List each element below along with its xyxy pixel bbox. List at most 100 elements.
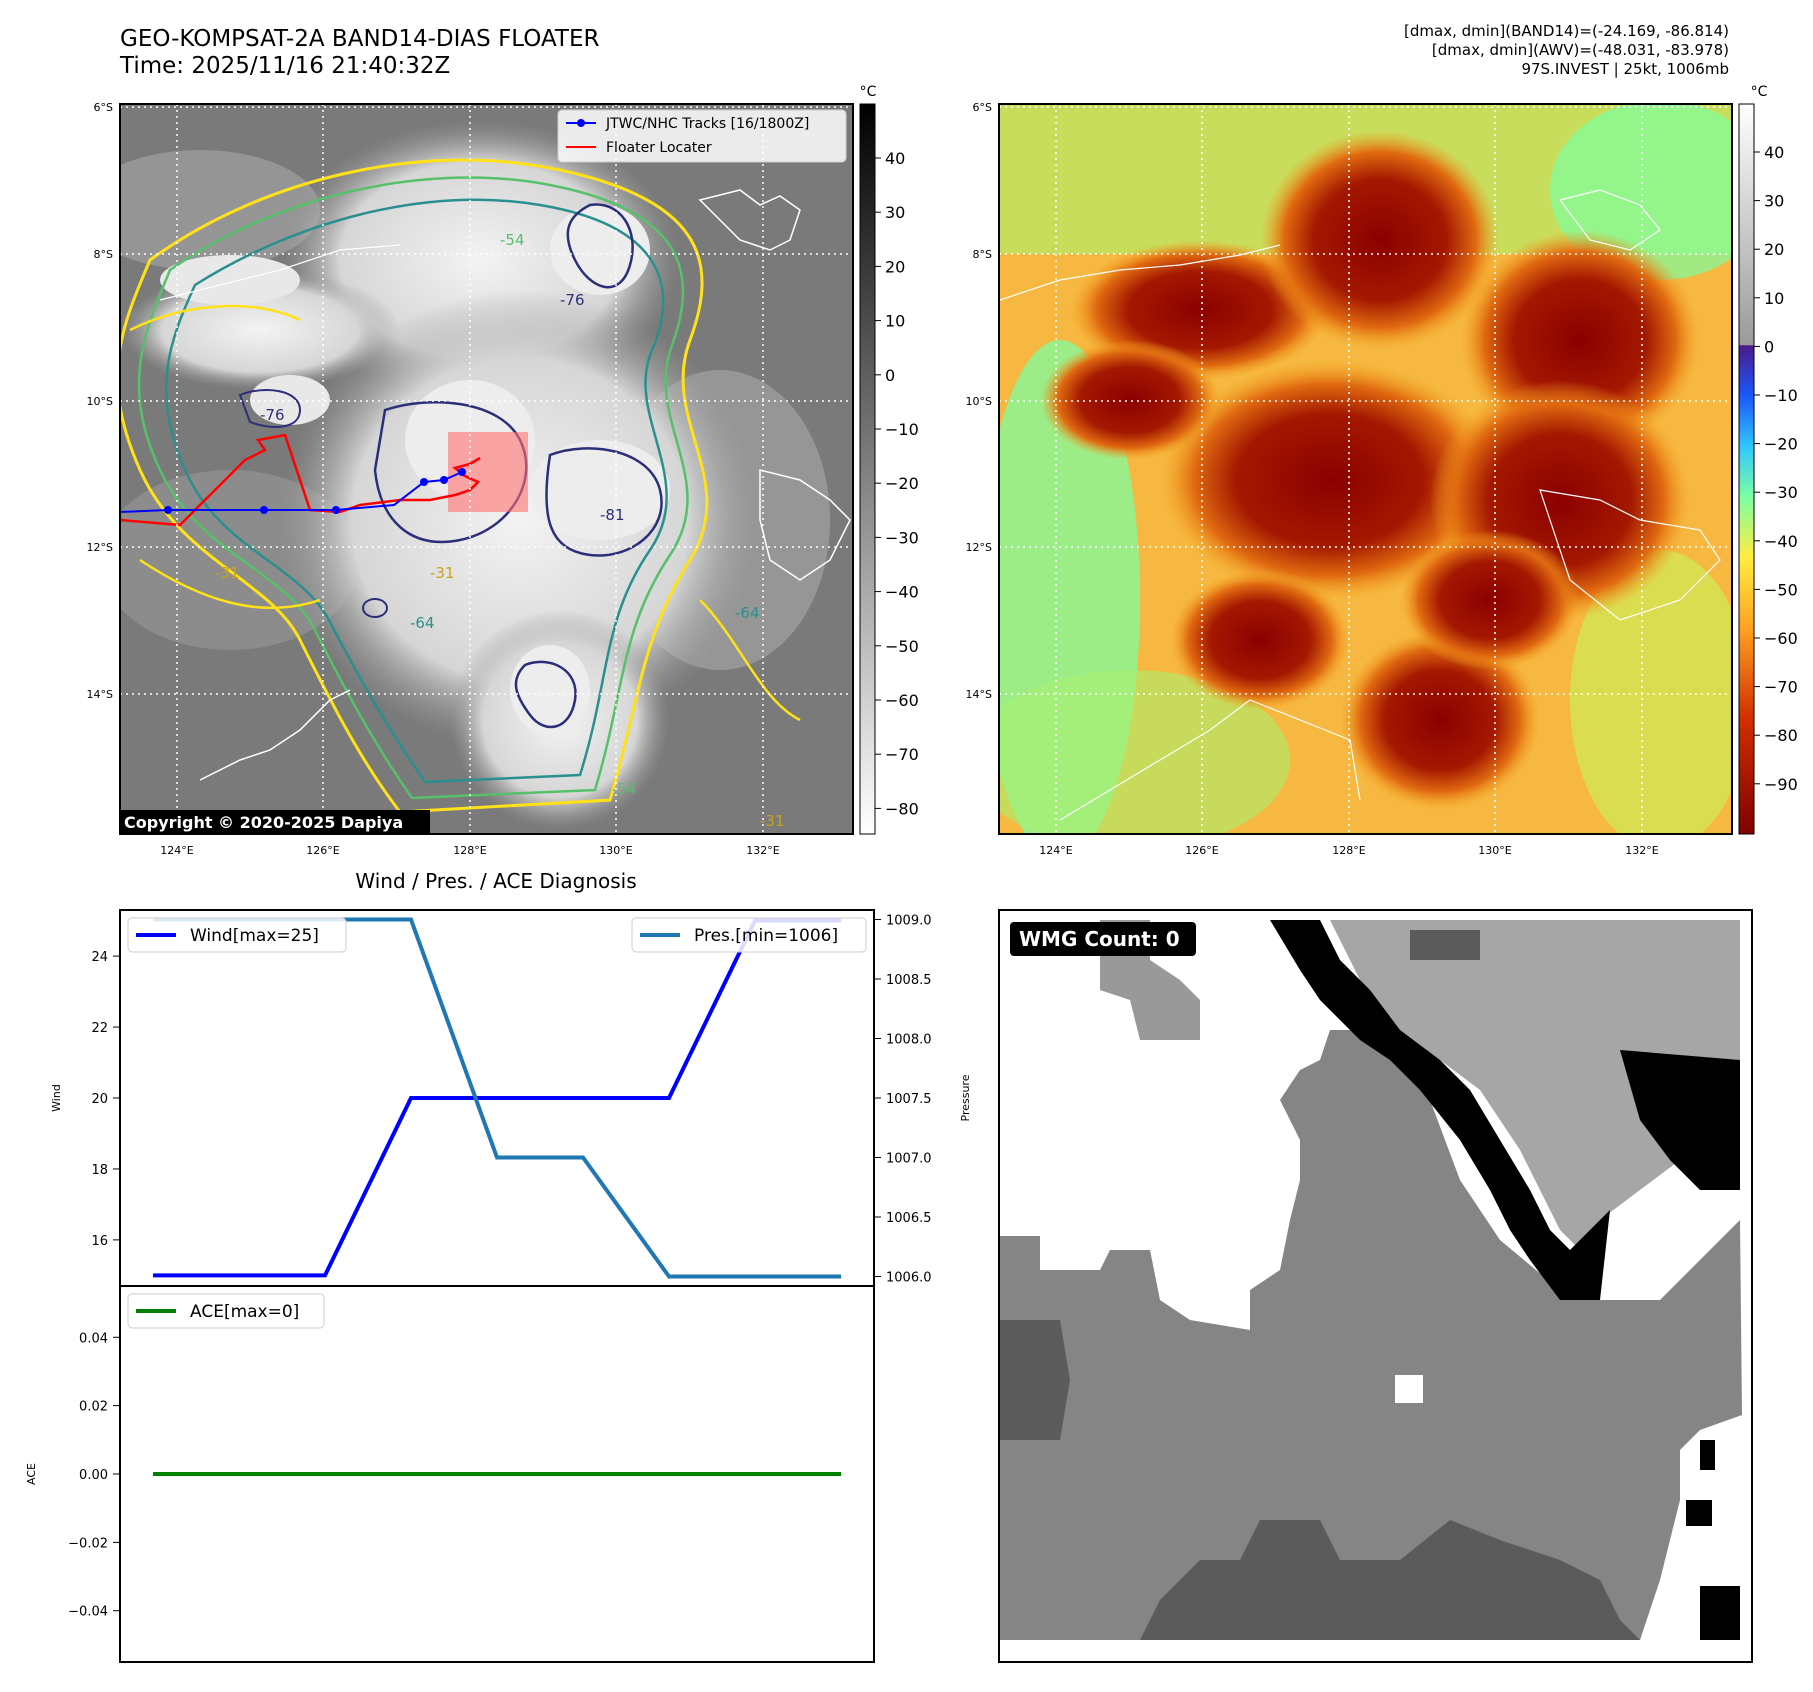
ace-tick-label: 0.04 <box>79 1331 108 1346</box>
lon-label: 128°E <box>453 844 486 857</box>
lat-label: 14°S <box>966 688 992 701</box>
wmg-count-label: WMG Count: 0 <box>1019 927 1180 951</box>
contour-labels: -31 -54 -64 -76 -81 -31 -31 -54 -64 -76 <box>215 231 785 830</box>
contour-label: -81 <box>600 506 625 524</box>
lat-label: 8°S <box>94 248 113 261</box>
pressure-legend: Pres.[min=1006] <box>631 917 867 953</box>
lon-label: 132°E <box>746 844 779 857</box>
pressure-tick-label: 1008.5 <box>886 973 932 988</box>
ace-axis-label: ACE <box>25 1463 38 1485</box>
awv-colorbar: °C 40 30 20 10 0 −10 −20 −30 −40 −50 −60 −70 −80 −90 <box>1738 84 1798 835</box>
legend-tracks-label: JTWC/NHC Tracks [16/1800Z] <box>605 116 809 132</box>
track-point <box>440 476 448 484</box>
legend-wind: Wind[max=25] <box>190 926 319 946</box>
track-point <box>332 506 340 514</box>
copyright-text: Copyright © 2020-2025 Dapiya <box>124 813 403 832</box>
pressure-tick-label: 1007.0 <box>886 1151 932 1166</box>
wind-axis-label: Wind <box>50 1084 63 1112</box>
track-point <box>420 478 428 486</box>
ir-map-panel: -31 -54 -64 -76 -81 -31 -31 -54 -64 -76 <box>87 84 919 857</box>
wind-tick-label: 18 <box>91 1163 108 1178</box>
pressure-tick-label: 1006.0 <box>886 1270 932 1285</box>
lon-label: 124°E <box>1039 844 1072 857</box>
contour-label: -31 <box>430 564 455 582</box>
wind-tick-label: 16 <box>91 1234 108 1249</box>
wmg-imagery <box>1000 920 1742 1640</box>
cbar-tick-label: 10 <box>1764 289 1784 308</box>
ir-map-legend: JTWC/NHC Tracks [16/1800Z] Floater Locat… <box>557 109 847 163</box>
ir-map-frame <box>119 103 854 835</box>
lat-label: 12°S <box>87 541 113 554</box>
track-point <box>458 468 466 476</box>
title-line-1: GEO-KOMPSAT-2A BAND14-DIAS FLOATER <box>120 26 600 52</box>
wind-legend: Wind[max=25] <box>127 917 347 953</box>
lat-label: 6°S <box>94 101 113 114</box>
cbar-tick-label: −70 <box>885 745 919 764</box>
cbar-tick-label: −40 <box>1764 532 1798 551</box>
ir-imagery: -31 -54 -64 -76 -81 -31 -31 -54 -64 -76 <box>120 104 853 834</box>
cbar-tick-label: 30 <box>1764 192 1784 211</box>
lon-label: 126°E <box>1185 844 1218 857</box>
cbar-tick-label: −70 <box>1764 678 1798 697</box>
storm-info: [dmax, dmin](BAND14)=(-24.169, -86.814) … <box>1404 22 1729 79</box>
ace-tick-label: 0.00 <box>79 1468 108 1483</box>
ace-tick-label: −0.02 <box>68 1536 108 1551</box>
lon-label: 132°E <box>1625 844 1658 857</box>
info-line-3: 97S.INVEST | 25kt, 1006mb <box>1521 60 1729 78</box>
contour-label: -64 <box>410 614 435 632</box>
ace-legend: ACE[max=0] <box>127 1293 325 1329</box>
wmg-count-badge <box>1010 922 1196 956</box>
cbar-tick-label: −50 <box>1764 580 1798 599</box>
pressure-tick-label: 1007.5 <box>886 1092 932 1107</box>
lon-label: 128°E <box>1332 844 1365 857</box>
contour-label: -64 <box>735 604 760 622</box>
pressure-tick-label: 1008.0 <box>886 1033 932 1048</box>
legend-ace: ACE[max=0] <box>190 1302 299 1322</box>
diagnosis-panel: Wind / Pres. / ACE Diagnosis Wind Pressu… <box>25 869 972 1663</box>
ir-lat-labels: 6°S 8°S 10°S 12°S 14°S <box>87 101 113 701</box>
figure-title: GEO-KOMPSAT-2A BAND14-DIAS FLOATER Time:… <box>120 26 600 80</box>
cbar-tick-label: −40 <box>885 583 919 602</box>
wind-series-line <box>153 918 841 1278</box>
copyright-badge <box>120 810 430 834</box>
ir-colorbar: °C 40 30 20 10 0 −10 −20 −30 −40 −50 −60 −70 −80 <box>859 84 919 835</box>
cbar-tick-label: −10 <box>1764 386 1798 405</box>
cbar-tick-label: −90 <box>1764 775 1798 794</box>
wind-tick-label: 20 <box>91 1092 108 1107</box>
awv-map-panel: 6°S 8°S 10°S 12°S 14°S 124°E 126°E 128°E… <box>966 84 1798 857</box>
cbar-tick-label: 10 <box>885 312 905 331</box>
title-line-2: Time: 2025/11/16 21:40:32Z <box>120 53 451 79</box>
cbar-tick-label: −30 <box>1764 483 1798 502</box>
lon-label: 130°E <box>599 844 632 857</box>
wind-tick-label: 22 <box>91 1021 108 1036</box>
diagnosis-title: Wind / Pres. / ACE Diagnosis <box>355 869 636 893</box>
cbar-tick-label: −10 <box>885 420 919 439</box>
cbar-tick-label: 40 <box>1764 143 1784 162</box>
cbar-tick-label: −50 <box>885 637 919 656</box>
awv-lon-labels: 124°E 126°E 128°E 130°E 132°E <box>1039 844 1658 857</box>
lon-label: 130°E <box>1478 844 1511 857</box>
pressure-axis-label: Pressure <box>959 1074 972 1121</box>
cbar-tick-label: −20 <box>1764 435 1798 454</box>
cbar-tick-label: 20 <box>885 257 905 276</box>
ace-tick-label: 0.02 <box>79 1400 108 1415</box>
lon-label: 126°E <box>306 844 339 857</box>
pressure-tick-label: 1009.0 <box>886 914 932 929</box>
lat-label: 6°S <box>973 101 992 114</box>
lat-label: 8°S <box>973 248 992 261</box>
awv-gridlines <box>999 104 1732 834</box>
cbar-tick-label: 0 <box>885 366 895 385</box>
legend-floater-label: Floater Locater <box>606 140 712 156</box>
cbar-tick-label: −80 <box>885 799 919 818</box>
awv-lat-labels: 6°S 8°S 10°S 12°S 14°S <box>966 101 992 701</box>
ir-gridlines <box>120 104 853 834</box>
info-line-2: [dmax, dmin](AWV)=(-48.031, -83.978) <box>1431 41 1729 59</box>
cbar-tick-label: −30 <box>885 528 919 547</box>
lat-label: 12°S <box>966 541 992 554</box>
contour-label: -76 <box>560 291 585 309</box>
pressure-tick-label: 1006.5 <box>886 1211 932 1226</box>
legend-pressure: Pres.[min=1006] <box>694 926 838 946</box>
contour-label: -31 <box>760 812 785 830</box>
lon-label: 124°E <box>160 844 193 857</box>
